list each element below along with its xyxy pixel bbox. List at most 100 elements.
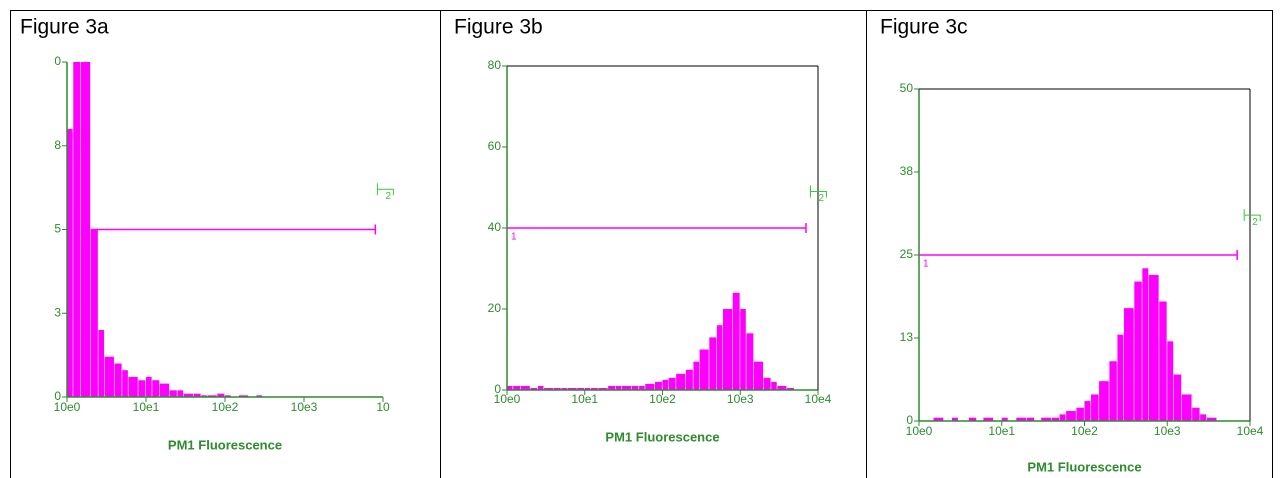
bar <box>654 381 662 390</box>
bar <box>1109 361 1117 421</box>
bar <box>685 369 693 390</box>
bar <box>1200 414 1207 421</box>
y-tick-label: 80 <box>488 58 502 72</box>
bar <box>553 387 561 390</box>
y-tick-label: 25 <box>900 247 914 261</box>
bar <box>507 385 513 390</box>
bar <box>1117 334 1124 421</box>
bar <box>1206 417 1217 421</box>
x-tick-label: 10e2 <box>1071 424 1098 438</box>
marker-bracket <box>1243 209 1261 222</box>
bar <box>1026 417 1035 421</box>
bar <box>584 387 591 390</box>
y-tick-label: 38 <box>900 164 914 178</box>
bar <box>201 395 207 397</box>
bar <box>1192 407 1200 421</box>
bar <box>114 363 122 397</box>
bar <box>933 417 944 421</box>
bar <box>732 292 740 390</box>
bar <box>645 383 655 390</box>
bar <box>104 356 114 397</box>
panel-title: Figure 3c <box>880 16 968 39</box>
bar <box>598 387 608 390</box>
bar <box>968 417 977 421</box>
bar <box>777 385 787 390</box>
x-tick-label: 10e3 <box>291 400 318 414</box>
bars <box>507 292 794 390</box>
panel-title: Figure 3b <box>454 16 543 39</box>
gate-label: 1 <box>511 232 517 243</box>
bar <box>169 390 177 397</box>
bar <box>1066 411 1076 421</box>
bar <box>740 309 746 390</box>
bar <box>544 387 554 390</box>
bar <box>1059 414 1066 421</box>
bar <box>1181 394 1192 421</box>
bar <box>561 387 567 390</box>
bar <box>122 370 128 397</box>
bar <box>662 379 669 390</box>
bar <box>138 380 146 397</box>
bar <box>1148 274 1159 421</box>
bar <box>668 377 676 390</box>
bar <box>1016 417 1027 421</box>
bar <box>183 393 193 397</box>
x-tick-label: 10 <box>376 400 390 414</box>
marker-bracket <box>376 183 394 196</box>
bar <box>693 361 699 390</box>
bar <box>590 387 598 390</box>
bar <box>90 229 98 397</box>
bar <box>1173 374 1182 421</box>
bar <box>207 395 217 397</box>
bar <box>1159 301 1167 421</box>
bar <box>787 387 794 390</box>
bars <box>933 268 1217 421</box>
bar <box>631 385 639 390</box>
bar <box>1167 341 1174 421</box>
bar <box>225 395 231 397</box>
y-tick-label: 60 <box>488 139 502 153</box>
bar <box>1001 417 1008 421</box>
bar <box>1091 394 1099 421</box>
bar <box>753 361 764 390</box>
bar <box>577 387 585 390</box>
bar <box>177 390 184 397</box>
x-axis-label: PM1 Fluorescence <box>605 429 719 444</box>
bar <box>716 325 723 390</box>
bar <box>763 377 771 390</box>
bar <box>1099 381 1109 421</box>
bar <box>951 417 958 421</box>
y-tick-label: 5 <box>54 222 61 236</box>
bar <box>1134 281 1142 421</box>
bar <box>983 417 994 421</box>
y-tick-label: 8 <box>54 138 61 152</box>
y-tick-label: 0 <box>906 413 913 427</box>
y-tick-label: 50 <box>900 81 914 95</box>
chart-panel: Figure 3c 0 13 25 38 50 10e0 10e1 10e2 10e3 10e4 PM… <box>880 16 1264 475</box>
bar <box>1084 401 1091 421</box>
x-tick-label: 10e4 <box>1237 424 1264 438</box>
y-tick-label: 20 <box>488 301 502 315</box>
bar <box>193 393 201 397</box>
bar <box>152 380 160 397</box>
bar <box>146 376 152 397</box>
x-tick-label: 10e2 <box>649 392 676 406</box>
bar <box>537 385 544 390</box>
marker-bracket <box>810 185 828 198</box>
x-tick-label: 10e0 <box>906 424 933 438</box>
bar <box>513 385 521 390</box>
bar <box>238 395 249 397</box>
marker-label: 2 <box>1252 217 1258 228</box>
bar <box>128 376 138 397</box>
bar <box>67 129 73 397</box>
y-tick-label: 0 <box>54 389 61 403</box>
gate-label: 1 <box>923 259 929 270</box>
bar <box>746 333 754 390</box>
x-tick-label: 10e1 <box>133 400 160 414</box>
bar <box>73 62 81 397</box>
bar <box>621 385 631 390</box>
panel-title: Figure 3a <box>20 16 109 39</box>
bar <box>1041 417 1051 421</box>
bar <box>217 393 225 397</box>
